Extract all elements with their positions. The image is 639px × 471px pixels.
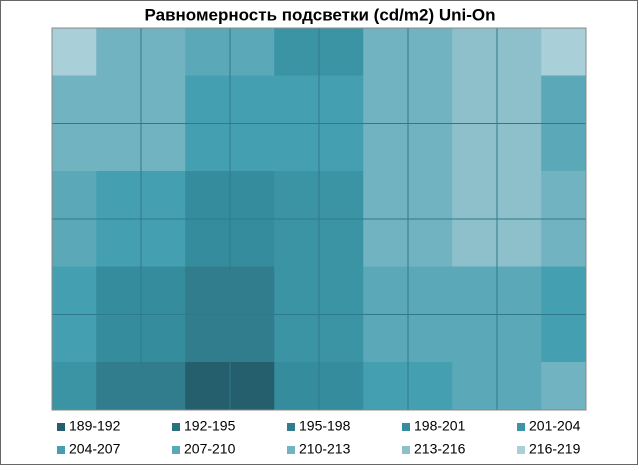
legend-label: 198-201 [414,418,466,434]
contour-cell [51,27,97,76]
legend-swatch [402,423,410,431]
legend-label: 204-207 [69,441,121,457]
legend-label: 195-198 [299,418,351,434]
legend-swatch [57,423,65,431]
legend-label: 201-204 [529,418,581,434]
legend-swatch [517,446,525,454]
contour-cell [541,362,587,411]
legend-label: 207-210 [184,441,236,457]
legend-label: 216-219 [529,441,581,457]
legend-swatch [402,446,410,454]
plot-border [51,27,587,411]
legend-swatch [172,446,180,454]
legend-swatch [517,423,525,431]
legend-swatch [287,446,295,454]
legend-label: 192-195 [184,418,236,434]
legend-label: 213-216 [414,441,466,457]
contour-cell [51,362,97,411]
legend-label: 189-192 [69,418,121,434]
chart-title: Равномерность подсветки (cd/m2) Uni-On [145,5,496,24]
legend-label: 210-213 [299,441,351,457]
legend-swatch [172,423,180,431]
contour-cell [541,27,587,76]
legend: 189-192 192-195 195-198 198-201 201-204 204-2… [57,418,581,457]
plot-area [51,27,587,411]
legend-swatch [287,423,295,431]
legend-swatch [57,446,65,454]
